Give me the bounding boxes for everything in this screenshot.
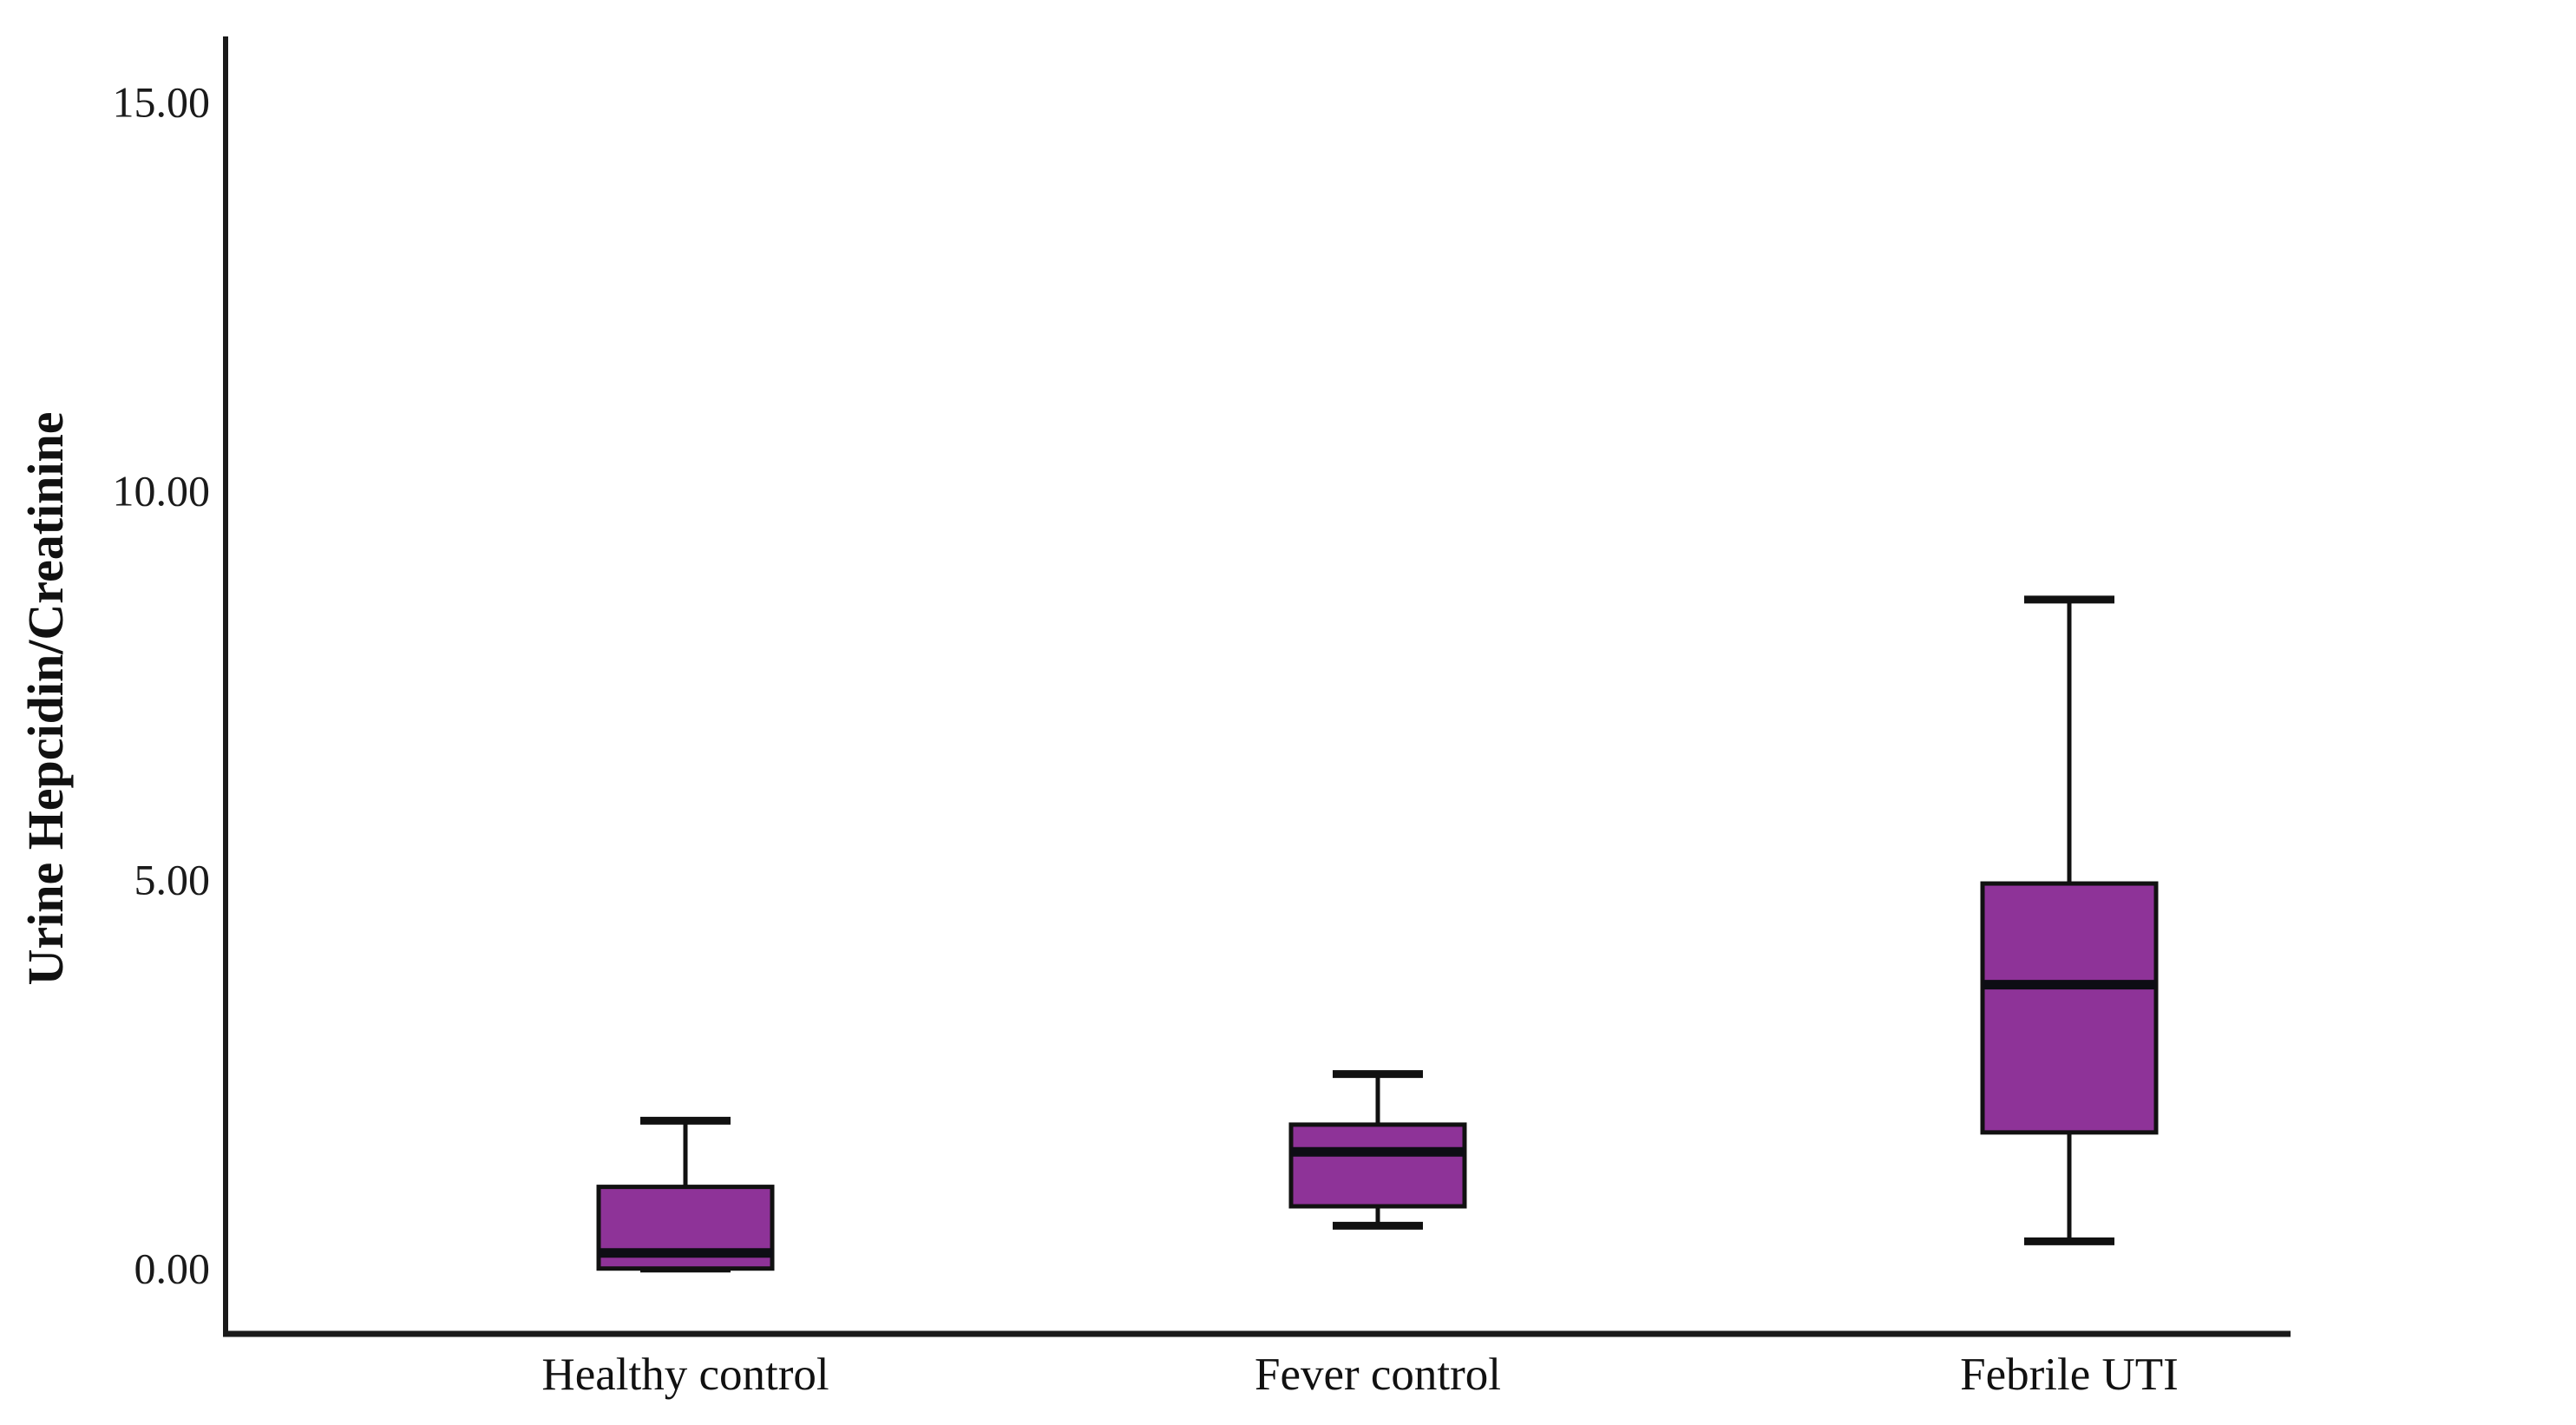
- x-category-label: Healthy control: [541, 1349, 829, 1400]
- x-category-label: Fever control: [1255, 1349, 1501, 1400]
- x-category-label: Febrile UTI: [1960, 1349, 2179, 1400]
- y-tick-label: 15.00: [113, 77, 211, 126]
- boxplot-healthy-control: [596, 1116, 775, 1273]
- boxplot-febrile-uti: [1980, 595, 2159, 1245]
- y-tick-label: 0.00: [134, 1244, 211, 1293]
- boxplot-fever-control: [1288, 1070, 1467, 1230]
- y-axis-title: Urine Hepcidin/Creatinine: [17, 411, 74, 985]
- y-tick-label: 10.00: [113, 466, 211, 515]
- box-fever-control: [1288, 1122, 1467, 1209]
- y-tick-label: 5.00: [134, 856, 211, 904]
- plot-area: 0.00 5.00 10.00 15.00 Healthy control Fever c…: [113, 77, 2179, 1400]
- box-febrile-uti: [1980, 881, 2159, 1135]
